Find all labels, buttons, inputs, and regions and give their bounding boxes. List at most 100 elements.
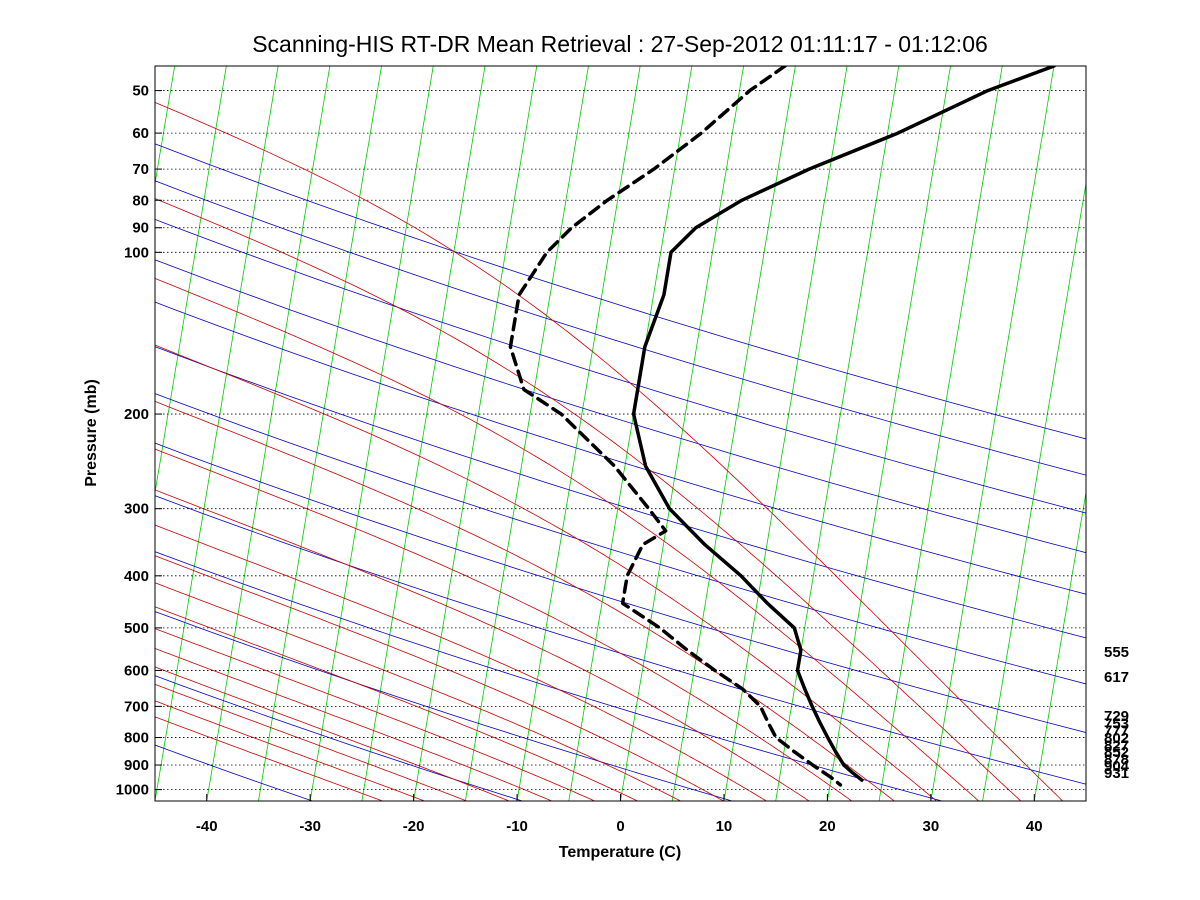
y-tick-label: 60 (132, 125, 149, 142)
y-tick-label: 200 (124, 406, 149, 423)
x-tick-label: -10 (506, 818, 528, 835)
isotherm-line (671, 66, 796, 801)
dewpoint-profile-line (508, 66, 843, 787)
isotherm-line (826, 66, 951, 801)
y-tick-label: 700 (124, 698, 149, 715)
isotherm-line (155, 66, 176, 186)
dry-adiabat-line (155, 259, 1086, 554)
y-tick-label: 90 (132, 220, 149, 237)
dry-adiabat-line (155, 611, 734, 801)
moist-adiabat-line (155, 198, 1022, 801)
right-level-label: 753 (1104, 715, 1129, 732)
right-level-label: 777 (1104, 723, 1129, 740)
plot-area (0, 39, 1200, 812)
moist-adiabat-line (155, 606, 639, 801)
x-axis-ticks: -40 -30 -20 -10 0 10 20 30 40 (196, 794, 1043, 835)
y-tick-label: 600 (124, 662, 149, 679)
right-level-label: 617 (1104, 669, 1129, 686)
isotherm-line (878, 66, 1003, 801)
moist-adiabat-line (155, 101, 1064, 801)
dry-adiabat-line (155, 551, 944, 801)
x-tick-label: 0 (616, 818, 624, 835)
y-tick-label: 50 (132, 83, 149, 100)
pressure-gridlines (155, 90, 1086, 791)
y-tick-label: 100 (124, 244, 149, 261)
isotherm-line (723, 66, 848, 801)
y-tick-label: 300 (124, 501, 149, 518)
right-level-label: 904 (1104, 758, 1130, 775)
moist-adiabat-line (155, 666, 511, 801)
isotherm-line (464, 66, 589, 801)
isotherm-line (413, 66, 538, 801)
right-level-label: 729 (1104, 708, 1129, 725)
y-tick-label: 70 (132, 161, 149, 178)
y-axis-ticks: 50 60 70 80 90 100 200 300 400 500 600 700 800 900 100… (116, 83, 162, 799)
isotherm-line (0, 39, 76, 812)
chart-title: Scanning-HIS RT-DR Mean Retrieval : 27-S… (252, 31, 988, 57)
dry-adiabat-line (155, 218, 1086, 514)
moist-adiabat-line (155, 683, 468, 801)
dry-adiabat-line (155, 346, 1086, 639)
x-tick-label: 40 (1026, 818, 1043, 835)
isotherm-line (155, 66, 279, 801)
x-tick-label: -20 (403, 818, 425, 835)
isotherm-line (775, 66, 900, 801)
moist-adiabat-line (155, 400, 895, 801)
y-tick-label: 900 (124, 757, 149, 774)
y-axis-label: Pressure (mb) (83, 379, 100, 487)
dry-adiabat-line (155, 143, 1086, 440)
x-axis-label: Temperature (C) (559, 844, 681, 861)
y-tick-label: 400 (124, 568, 149, 585)
isotherm-line (206, 66, 331, 801)
dry-adiabat-line (155, 301, 1086, 595)
dry-adiabat-line (155, 393, 1086, 685)
right-level-label: 802 (1104, 730, 1129, 747)
moist-adiabat-line (155, 648, 553, 801)
moist-adiabat-line (155, 344, 938, 801)
moist-adiabat-line (155, 628, 596, 801)
isotherm-line (568, 66, 693, 801)
moist-adiabat-line (155, 489, 810, 801)
isotherm-line (0, 39, 128, 812)
right-level-label: 852 (1104, 744, 1129, 761)
isotherm-line (155, 66, 227, 495)
isotherm-line (1136, 39, 1200, 812)
dry-adiabat-line (155, 180, 1086, 476)
isotherm-line (1188, 39, 1200, 812)
moist-adiabat-line (155, 277, 980, 801)
right-level-label: 878 (1104, 751, 1129, 768)
x-tick-label: 10 (716, 818, 733, 835)
y-tick-label: 1000 (116, 782, 149, 799)
isotherm-line (1033, 489, 1086, 801)
temperature-profile-line (631, 66, 1056, 782)
y-tick-label: 500 (124, 620, 149, 637)
y-tick-label: 800 (124, 730, 149, 747)
dry-adiabat-line (155, 675, 524, 801)
isotherm-line (1085, 798, 1086, 801)
right-level-label: 555 (1104, 644, 1129, 661)
x-tick-label: 20 (819, 818, 836, 835)
right-level-label: 827 (1104, 737, 1129, 754)
x-tick-label: -30 (299, 818, 321, 835)
x-tick-label: -40 (196, 818, 218, 835)
x-tick-label: 30 (922, 818, 939, 835)
moist-adiabat-line (155, 700, 426, 801)
isotherm-line (0, 39, 24, 812)
moist-adiabat-line (155, 582, 682, 801)
moist-adiabat-line (155, 524, 768, 801)
dry-adiabat-line (155, 442, 1086, 733)
isotherm-line (361, 66, 486, 801)
sounding-profiles (508, 66, 1056, 787)
moist-adiabat-line (155, 448, 853, 801)
right-level-label: 931 (1104, 765, 1129, 782)
moist-adiabat-line (155, 716, 384, 801)
isotherm-line (258, 66, 382, 801)
isotherm-line (620, 66, 745, 801)
isotherm-line (982, 181, 1086, 801)
isotherm-line (930, 66, 1055, 801)
y-tick-label: 80 (132, 192, 149, 209)
background-lines (0, 39, 1200, 812)
moist-adiabat-line (155, 555, 725, 801)
